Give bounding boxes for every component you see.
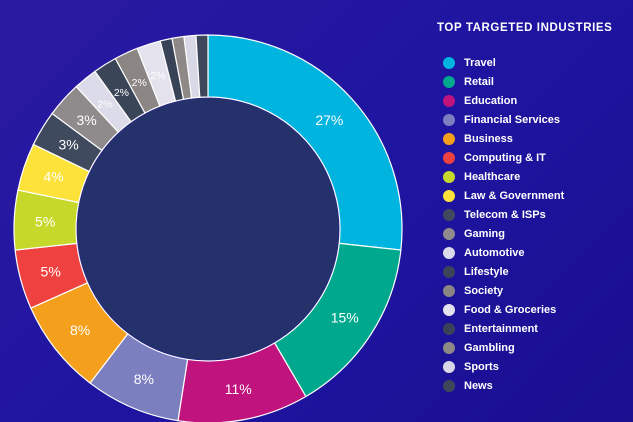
- legend-label: Retail: [464, 75, 494, 88]
- legend-title: TOP TARGETED INDUSTRIES: [437, 22, 613, 34]
- legend-label: Healthcare: [464, 170, 521, 183]
- donut-svg: 27%15%11%8%8%5%5%4%3%3%2%2%2%2%: [13, 34, 403, 422]
- legend-label: Education: [464, 94, 518, 107]
- data-label-retail: 15%: [331, 310, 359, 326]
- legend-label: Telecom & ISPs: [464, 208, 546, 221]
- legend-swatch: [443, 284, 455, 297]
- legend-item-computing-and-it: Computing & IT: [437, 148, 627, 167]
- data-label-business: 8%: [70, 322, 90, 338]
- legend-swatch: [443, 246, 455, 259]
- legend-label: Gaming: [464, 227, 505, 240]
- legend-label: Financial Services: [464, 113, 560, 126]
- legend-label: Entertainment: [464, 322, 538, 335]
- legend-swatch: [443, 170, 455, 183]
- data-label-telecom-and-isps: 3%: [58, 137, 78, 153]
- legend-swatch: [443, 56, 455, 69]
- legend-label: Society: [464, 284, 504, 297]
- legend-item-news: News: [437, 376, 627, 395]
- legend-item-healthcare: Healthcare: [437, 167, 627, 186]
- legend-swatch: [443, 322, 455, 335]
- data-label-travel: 27%: [315, 112, 343, 128]
- legend-swatch: [443, 94, 455, 107]
- legend-label: News: [464, 379, 493, 392]
- slice-news: [195, 34, 209, 98]
- legend-label: Business: [464, 132, 513, 145]
- legend-swatch: [443, 113, 455, 126]
- legend-item-travel: Travel: [437, 53, 627, 72]
- legend-swatch: [443, 151, 455, 164]
- legend-label: Travel: [464, 56, 496, 69]
- data-label-gaming: 3%: [77, 112, 97, 128]
- legend-label: Lifestyle: [464, 265, 509, 278]
- legend-label: Gambling: [464, 341, 515, 354]
- data-label-automotive: 2%: [97, 99, 112, 111]
- data-label-financial-services: 8%: [134, 371, 154, 387]
- legend-swatch: [443, 189, 455, 202]
- legend-item-business: Business: [437, 129, 627, 148]
- donut-hole: [77, 98, 339, 360]
- data-label-food-and-groceries: 2%: [151, 70, 166, 82]
- legend-swatch: [443, 360, 455, 373]
- legend-swatch: [443, 208, 455, 221]
- legend-label: Computing & IT: [464, 151, 546, 164]
- legend-swatch: [443, 341, 455, 354]
- data-label-society: 2%: [132, 77, 147, 89]
- slice-travel: [207, 34, 403, 251]
- legend-item-sports: Sports: [437, 357, 627, 376]
- data-label-healthcare: 5%: [35, 213, 55, 229]
- legend-item-entertainment: Entertainment: [437, 319, 627, 338]
- legend-swatch: [443, 227, 455, 240]
- data-label-computing-and-it: 5%: [41, 264, 61, 280]
- legend: TOP TARGETED INDUSTRIES Travel Retail Educ…: [437, 22, 627, 395]
- legend-item-automotive: Automotive: [437, 243, 627, 262]
- legend-item-law-and-government: Law & Government: [437, 186, 627, 205]
- legend-item-financial-services: Financial Services: [437, 110, 627, 129]
- legend-item-gambling: Gambling: [437, 338, 627, 357]
- data-label-lifestyle: 2%: [114, 87, 129, 99]
- legend-item-gaming: Gaming: [437, 224, 627, 243]
- legend-swatch: [443, 303, 455, 316]
- legend-swatch: [443, 132, 455, 145]
- legend-item-education: Education: [437, 91, 627, 110]
- legend-label: Law & Government: [464, 189, 565, 202]
- donut-chart: 27% 15% 11% 8% 8% 5% 5% 4% 3% 3% 2% 2% 2% 2%: [13, 34, 403, 422]
- data-label-law-and-government: 4%: [43, 169, 63, 185]
- legend-swatch: [443, 75, 455, 88]
- legend-label: Sports: [464, 360, 499, 373]
- legend-item-lifestyle: Lifestyle: [437, 262, 627, 281]
- legend-items: Travel Retail Education Financial Services B…: [437, 53, 627, 395]
- legend-item-society: Society: [437, 281, 627, 300]
- legend-swatch: [443, 379, 455, 392]
- data-label-education: 11%: [225, 381, 252, 397]
- legend-label: Food & Groceries: [464, 303, 557, 316]
- legend-label: Automotive: [464, 246, 525, 259]
- legend-swatch: [443, 265, 455, 278]
- legend-item-retail: Retail: [437, 72, 627, 91]
- legend-item-food-and-groceries: Food & Groceries: [437, 300, 627, 319]
- legend-item-telecom-and-isps: Telecom & ISPs: [437, 205, 627, 224]
